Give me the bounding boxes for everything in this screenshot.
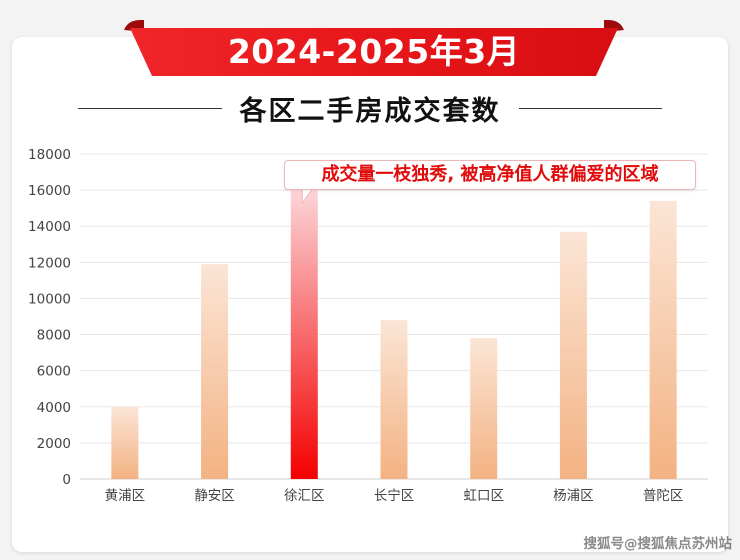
bar [649, 200, 677, 479]
subtitle-left-rule [78, 107, 222, 109]
y-tick-label: 2000 [37, 436, 71, 452]
x-tick-label: 静安区 [194, 488, 235, 504]
y-tick-label: 14000 [28, 219, 71, 235]
chart-subtitle-row: 各区二手房成交套数 [78, 88, 662, 128]
y-tick-label: 8000 [37, 328, 71, 344]
y-tick-label: 12000 [28, 255, 71, 271]
x-tick-label: 徐汇区 [284, 488, 325, 504]
banner-title: 2024-2025年3月 [227, 32, 521, 71]
y-tick-label: 18000 [28, 147, 71, 163]
chart-subtitle: 各区二手房成交套数 [239, 95, 501, 127]
y-tick-label: 16000 [28, 183, 71, 199]
x-tick-label: 普陀区 [643, 488, 684, 504]
banner-ribbon-shape [124, 20, 624, 76]
x-tick-label: 黄浦区 [105, 488, 146, 504]
y-tick-label: 0 [62, 472, 71, 488]
bar [470, 338, 498, 479]
highlight-callout: 成交量一枝独秀, 被高净值人群偏爱的区域 [284, 160, 696, 190]
x-tick-label: 杨浦区 [553, 488, 594, 504]
bar [201, 264, 229, 479]
bar [111, 406, 139, 479]
bar [559, 231, 587, 479]
y-tick-label: 4000 [37, 400, 71, 416]
bar-highlighted [290, 190, 318, 479]
y-tick-label: 10000 [28, 291, 71, 307]
x-tick-label: 长宁区 [374, 487, 415, 504]
x-tick-label: 虹口区 [463, 488, 504, 504]
y-tick-label: 6000 [37, 364, 71, 380]
title-banner: 2024-2025年3月 [124, 18, 624, 80]
watermark: 搜狐号@搜狐焦点苏州站 [583, 536, 733, 552]
bar [380, 320, 408, 479]
subtitle-right-rule [518, 107, 662, 109]
